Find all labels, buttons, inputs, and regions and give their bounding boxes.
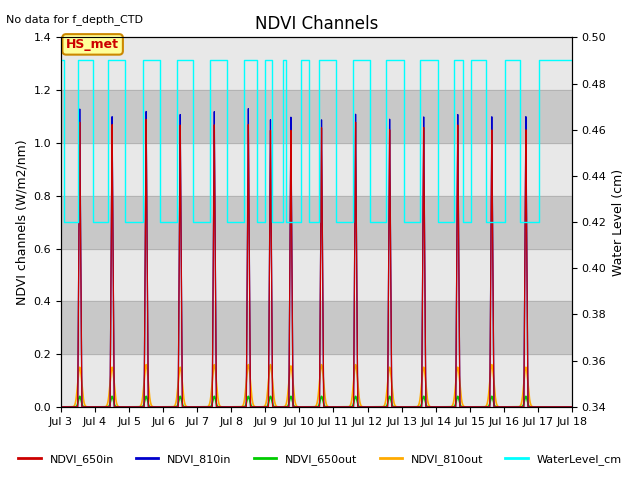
Y-axis label: Water Level (cm): Water Level (cm) xyxy=(612,168,625,276)
Text: No data for f_depth_CTD: No data for f_depth_CTD xyxy=(6,14,143,25)
Title: NDVI Channels: NDVI Channels xyxy=(255,15,378,33)
Legend: NDVI_650in, NDVI_810in, NDVI_650out, NDVI_810out, WaterLevel_cm: NDVI_650in, NDVI_810in, NDVI_650out, NDV… xyxy=(14,450,626,469)
Bar xyxy=(61,196,572,249)
Text: HS_met: HS_met xyxy=(66,38,119,51)
Y-axis label: NDVI channels (W/m2/nm): NDVI channels (W/m2/nm) xyxy=(15,139,28,305)
Bar xyxy=(61,301,572,354)
Bar xyxy=(61,90,572,143)
